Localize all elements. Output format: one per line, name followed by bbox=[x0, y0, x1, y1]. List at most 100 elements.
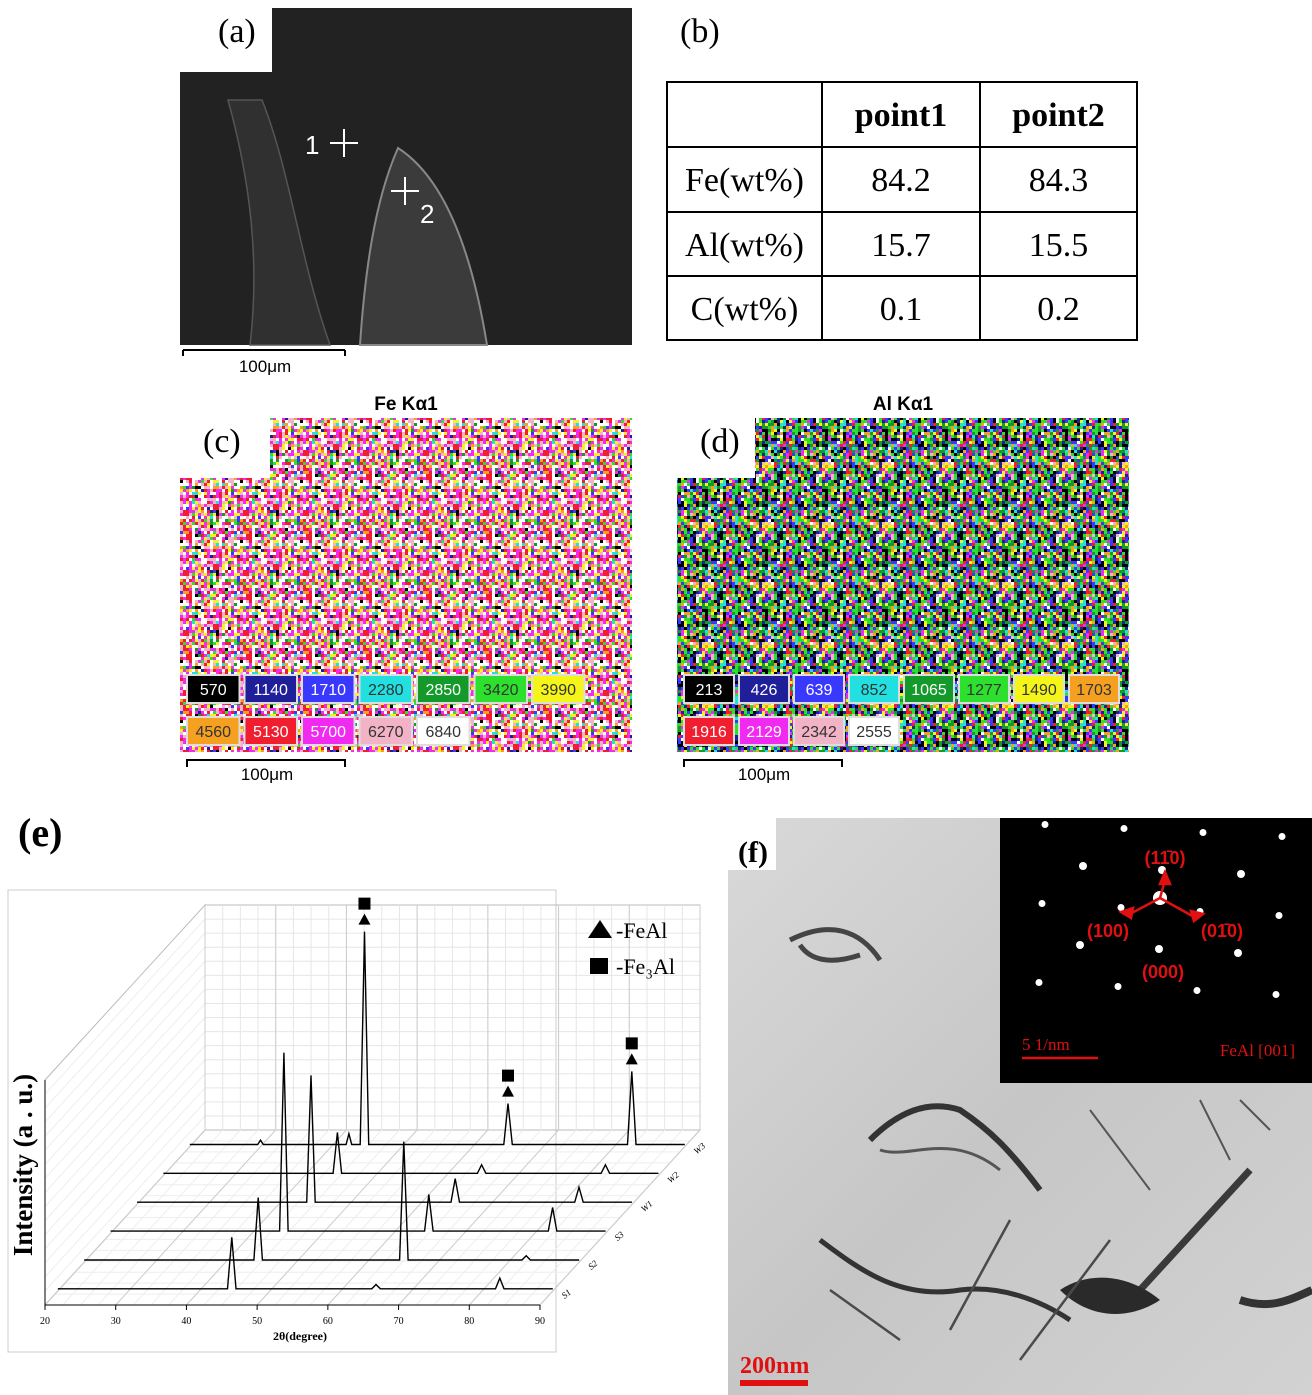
legend-label: 2850 bbox=[425, 682, 461, 699]
minor-grid bbox=[45, 1003, 205, 1178]
diffraction-spot bbox=[1042, 821, 1049, 828]
tem-image bbox=[728, 818, 1312, 1395]
column-header: point2 bbox=[1012, 97, 1105, 134]
row-header: Al(wt%) bbox=[685, 227, 804, 264]
legend-label: 213 bbox=[696, 682, 723, 699]
legend-label: 2280 bbox=[368, 682, 404, 699]
series-label: W2 bbox=[665, 1169, 681, 1185]
spot-label: (11̄0) bbox=[1144, 848, 1185, 868]
legend-label: 1140 bbox=[254, 682, 289, 699]
scale-bar-label: 100μm bbox=[738, 765, 790, 784]
legend-label: 4560 bbox=[195, 724, 231, 741]
minor-grid bbox=[45, 961, 205, 1136]
legend-label: -Fe₃Al bbox=[616, 954, 675, 979]
series-line bbox=[190, 932, 685, 1145]
series-line bbox=[58, 1237, 553, 1289]
spot-label: (100) bbox=[1087, 921, 1129, 941]
minor-grid bbox=[45, 933, 205, 1108]
table-cell: 0.1 bbox=[880, 291, 923, 328]
legend-label: 5130 bbox=[253, 724, 289, 741]
series-label: W3 bbox=[692, 1140, 708, 1156]
legend-label: 570 bbox=[200, 682, 227, 699]
marker-triangle bbox=[626, 1053, 638, 1064]
column-header: point1 bbox=[855, 97, 948, 134]
diffraction-spot bbox=[1039, 900, 1046, 907]
series-line bbox=[111, 1053, 606, 1231]
diffraction-spot bbox=[1234, 949, 1242, 957]
legend-label: 2129 bbox=[746, 724, 782, 741]
legend-label: 639 bbox=[806, 682, 833, 699]
scale-bar-label: 200nm bbox=[740, 1353, 809, 1379]
x-tick-label: 40 bbox=[181, 1316, 191, 1327]
panel-label: (b) bbox=[680, 13, 720, 50]
minor-grid bbox=[45, 975, 205, 1150]
legend-label: 1710 bbox=[310, 682, 346, 699]
spot-label: (01̄0) bbox=[1201, 921, 1243, 941]
row-header: Fe(wt%) bbox=[685, 162, 804, 199]
x-tick-label: 70 bbox=[394, 1316, 404, 1327]
minor-grid bbox=[45, 1032, 205, 1207]
diffraction-spot bbox=[1121, 825, 1128, 832]
legend-label: 852 bbox=[861, 682, 888, 699]
diffraction-spot bbox=[1036, 979, 1043, 986]
series-label: S1 bbox=[560, 1287, 573, 1300]
minor-grid bbox=[45, 989, 205, 1164]
minor-grid bbox=[45, 1018, 205, 1193]
series-label: S2 bbox=[586, 1258, 600, 1272]
scale-bar-label: 100μm bbox=[241, 765, 293, 784]
point-label: 2 bbox=[420, 199, 434, 229]
spot-label: (000) bbox=[1142, 962, 1184, 982]
x-tick-label: 20 bbox=[40, 1316, 50, 1327]
diffraction-spot bbox=[1276, 912, 1283, 919]
minor-grid bbox=[45, 919, 205, 1094]
legend-label: 1490 bbox=[1021, 682, 1057, 699]
minor-grid bbox=[45, 1074, 205, 1249]
legend-label: 2555 bbox=[856, 724, 892, 741]
panel-label: (e) bbox=[18, 810, 62, 855]
x-tick-label: 50 bbox=[252, 1316, 262, 1327]
legend-symbol bbox=[588, 920, 612, 938]
x-tick-label: 30 bbox=[111, 1316, 121, 1327]
row-header: C(wt%) bbox=[691, 291, 799, 328]
diffraction-spot bbox=[1079, 862, 1087, 870]
legend-label: 1065 bbox=[911, 682, 947, 699]
x-tick-label: 90 bbox=[535, 1316, 545, 1327]
table-cell: 15.5 bbox=[1029, 227, 1089, 264]
legend-label: 1916 bbox=[691, 724, 727, 741]
table-cell: 84.2 bbox=[871, 162, 931, 199]
x-axis-label: 2θ(degree) bbox=[273, 1329, 327, 1343]
legend-label: 3420 bbox=[483, 682, 519, 699]
map-title: Al Kα1 bbox=[873, 394, 934, 415]
table-cell: 15.7 bbox=[871, 227, 931, 264]
minor-grid bbox=[45, 1116, 205, 1291]
legend-label: 5700 bbox=[310, 724, 346, 741]
legend-label: 1277 bbox=[966, 682, 1002, 699]
marker-square bbox=[358, 898, 370, 910]
diffraction-spot bbox=[1155, 945, 1163, 953]
x-tick-label: 80 bbox=[464, 1316, 474, 1327]
panel-label: (f) bbox=[738, 836, 768, 869]
diffraction-spot bbox=[1279, 833, 1286, 840]
diffraction-spot bbox=[1273, 991, 1280, 998]
scale-bar-label: 100μm bbox=[239, 357, 291, 376]
legend-label: 3990 bbox=[540, 682, 576, 699]
figure: (a) 1 2 100μm (b) point1point2Fe(wt%)84.… bbox=[0, 0, 1312, 1395]
series-line bbox=[137, 1075, 632, 1202]
diffraction-spot bbox=[1115, 983, 1122, 990]
series-label: W1 bbox=[639, 1199, 655, 1214]
panel-label: (d) bbox=[700, 423, 740, 460]
x-tick-label: 60 bbox=[323, 1316, 333, 1327]
map: Fe Kα1(c)5701140171022802850342039904560… bbox=[180, 394, 632, 784]
minor-grid bbox=[45, 1060, 205, 1235]
zone-axis: FeAl [001] bbox=[1220, 1041, 1295, 1060]
scale-bar-label: 5 1/nm bbox=[1022, 1035, 1070, 1054]
legend-label: 2342 bbox=[801, 724, 837, 741]
map-title: Fe Kα1 bbox=[374, 394, 438, 415]
legend-label: 6270 bbox=[368, 724, 404, 741]
minor-grid bbox=[45, 947, 205, 1122]
legend-symbol bbox=[590, 958, 608, 974]
point-label: 1 bbox=[305, 130, 319, 160]
